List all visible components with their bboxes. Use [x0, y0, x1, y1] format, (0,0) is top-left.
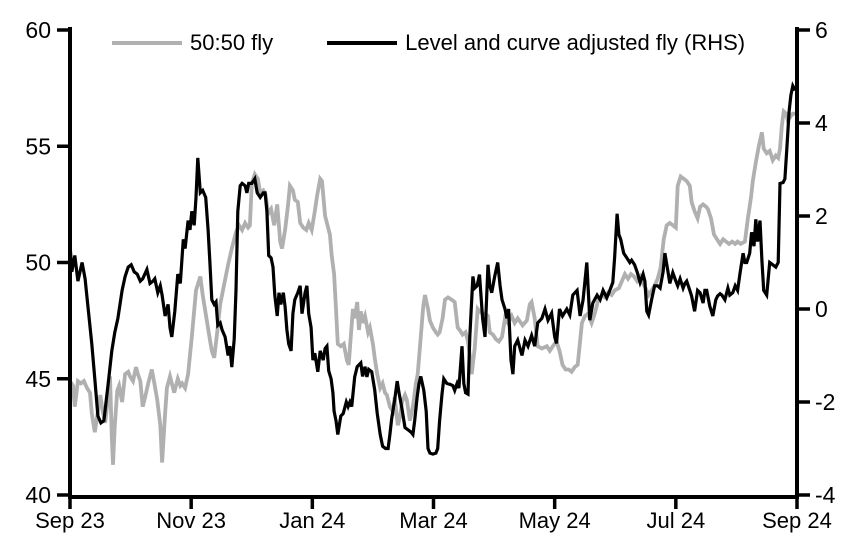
left-axis-tick-label: 60 [25, 17, 51, 43]
right-axis-tick-label: 6 [815, 17, 828, 43]
legend-label-5050-fly: 50:50 fly [190, 30, 274, 55]
right-axis-tick-label: -4 [815, 482, 836, 508]
legend-item-5050-fly: 50:50 fly [112, 30, 273, 56]
series-line-0 [68, 107, 796, 465]
x-axis-tick-label: Nov 23 [156, 508, 226, 533]
chart-legend: 50:50 fly Level and curve adjusted fly (… [112, 30, 745, 56]
left-axis-tick-label: 50 [25, 250, 51, 276]
right-axis-tick-label: 0 [815, 296, 828, 322]
series-line-1 [68, 81, 797, 456]
x-axis-tick-label: May 24 [519, 508, 591, 533]
right-axis-tick-label: 4 [815, 110, 828, 136]
x-axis-tick-label: Sep 24 [762, 508, 832, 533]
left-axis-tick-label: 45 [25, 366, 51, 392]
x-axis-tick-label: Mar 24 [399, 508, 467, 533]
legend-line-swatch-gray [112, 41, 182, 45]
legend-line-swatch-black [327, 41, 398, 45]
right-axis-tick-label: -2 [815, 389, 835, 415]
x-axis-tick-label: Sep 23 [35, 508, 105, 533]
left-axis-tick-label: 55 [25, 133, 51, 159]
right-axis-tick-label: 2 [815, 203, 828, 229]
legend-label-level-curve-adjusted-fly: Level and curve adjusted fly (RHS) [405, 30, 746, 55]
x-axis-tick-label: Jan 24 [279, 508, 345, 533]
x-axis-tick-label: Jul 24 [646, 508, 705, 533]
left-axis-tick-label: 40 [25, 482, 51, 508]
legend-item-level-curve-adjusted-fly: Level and curve adjusted fly (RHS) [327, 30, 745, 56]
